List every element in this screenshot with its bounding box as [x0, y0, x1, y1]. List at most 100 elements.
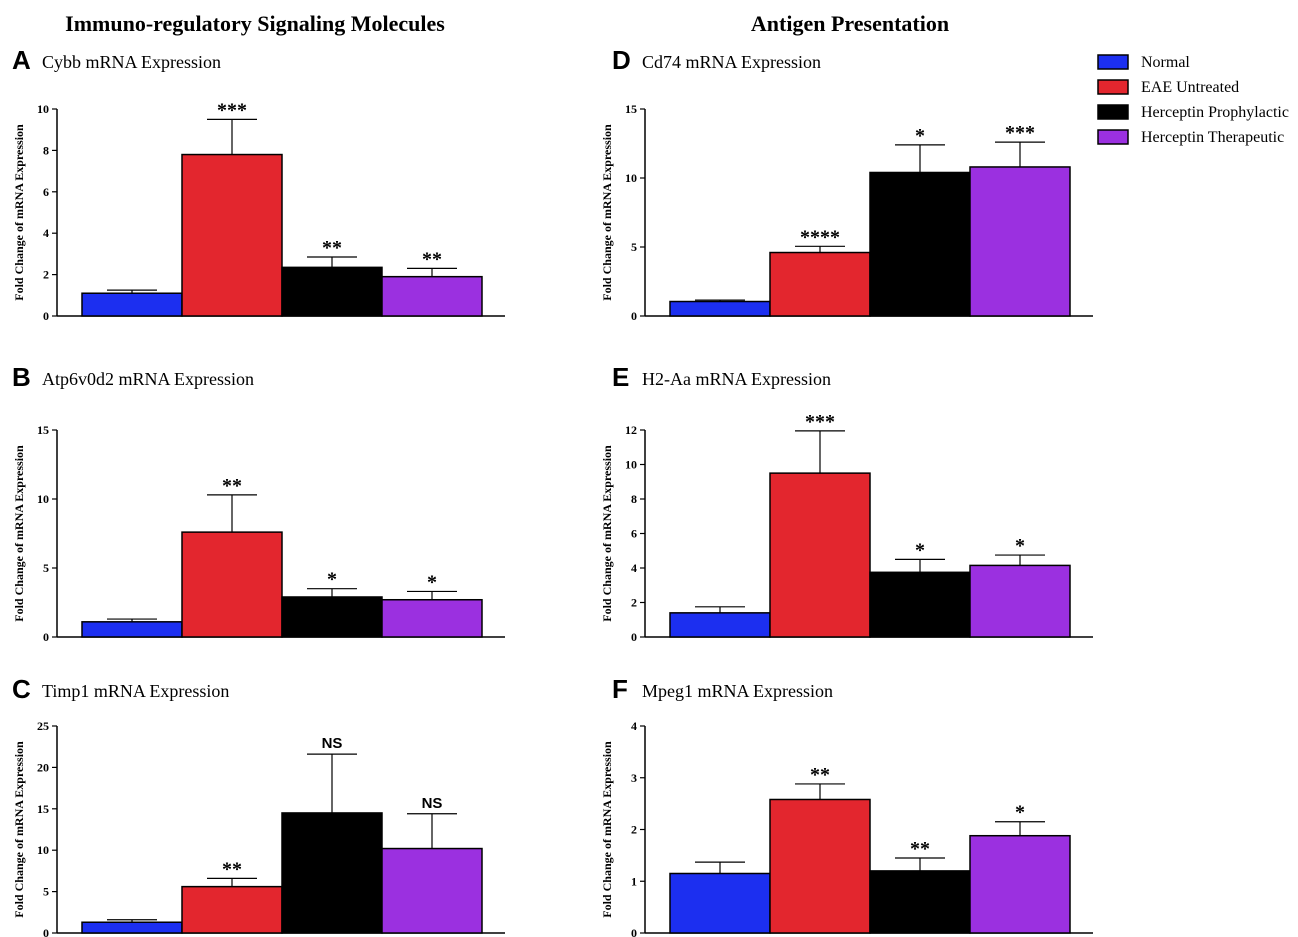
- bar: [669, 872, 771, 934]
- panel-c: C Timp1 mRNA Expression Fold Change of mRN…: [12, 674, 505, 937]
- bar: [969, 166, 1071, 317]
- y-tick-label: 0: [43, 926, 49, 937]
- y-tick-label: 5: [43, 561, 49, 575]
- y-tick-label: 8: [631, 492, 637, 506]
- panel-title: Mpeg1 mRNA Expression: [642, 681, 833, 701]
- section-title-right: Antigen Presentation: [751, 11, 949, 36]
- y-tick-label: 20: [37, 760, 49, 774]
- bar: [281, 266, 383, 317]
- bar: [181, 531, 283, 638]
- panel-letter: A: [12, 45, 31, 75]
- significance-label: ***: [805, 411, 835, 433]
- bar: [869, 171, 971, 317]
- y-tick-label: 4: [631, 561, 637, 575]
- y-tick-label: 10: [37, 102, 49, 116]
- significance-label: *: [427, 571, 437, 593]
- significance-label: **: [222, 475, 242, 497]
- y-tick-label: 1: [631, 874, 637, 888]
- y-tick-label: 15: [37, 802, 49, 816]
- y-tick-label: 10: [625, 458, 637, 472]
- panel-title: Cd74 mRNA Expression: [642, 52, 821, 72]
- y-tick-label: 8: [43, 143, 49, 157]
- bar: [381, 275, 483, 317]
- y-axis-label: Fold Change of mRNA Expression: [12, 124, 26, 301]
- y-axis-label: Fold Change of mRNA Expression: [600, 445, 614, 622]
- legend-item: Herceptin Prophylactic: [1097, 104, 1289, 121]
- bar: [281, 596, 383, 638]
- significance-label: NS: [422, 795, 443, 812]
- bar: [181, 885, 283, 934]
- panel-title: Cybb mRNA Expression: [42, 52, 221, 72]
- significance-label: **: [910, 838, 930, 860]
- bar: [181, 153, 283, 317]
- legend-swatch: [1097, 104, 1129, 120]
- y-tick-label: 2: [631, 823, 637, 837]
- bar: [969, 834, 1071, 934]
- y-axis-label: Fold Change of mRNA Expression: [600, 124, 614, 301]
- y-tick-label: 5: [43, 885, 49, 899]
- significance-label: ***: [217, 99, 247, 121]
- y-tick-label: 0: [43, 309, 49, 323]
- bar: [381, 598, 483, 638]
- panel-f: F Mpeg1 mRNA Expression Fold Change of mRN…: [600, 674, 1093, 937]
- bar: [769, 798, 871, 934]
- y-axis-label: Fold Change of mRNA Expression: [12, 741, 26, 918]
- panel-letter: E: [612, 362, 629, 392]
- significance-label: **: [322, 237, 342, 259]
- legend-item: Herceptin Therapeutic: [1097, 129, 1284, 146]
- y-tick-label: 0: [631, 309, 637, 323]
- panel-letter: C: [12, 674, 31, 704]
- significance-label: *: [915, 539, 925, 561]
- y-tick-label: 0: [43, 630, 49, 644]
- significance-label: **: [222, 858, 242, 880]
- bar: [281, 812, 383, 934]
- bar: [869, 571, 971, 638]
- y-tick-label: 10: [37, 843, 49, 857]
- y-tick-label: 10: [625, 171, 637, 185]
- significance-label: **: [810, 764, 830, 786]
- legend-label: Herceptin Prophylactic: [1141, 104, 1289, 121]
- legend-swatch: [1097, 79, 1129, 95]
- y-tick-label: 0: [631, 630, 637, 644]
- y-tick-label: 2: [43, 268, 49, 282]
- y-tick-label: 5: [631, 240, 637, 254]
- y-tick-label: 12: [625, 423, 637, 437]
- panel-a: A Cybb mRNA Expression Fold Change of mRNA…: [12, 45, 505, 323]
- bar: [669, 300, 771, 317]
- significance-label: **: [422, 248, 442, 270]
- legend-swatch: [1097, 54, 1129, 70]
- bar: [769, 251, 871, 317]
- significance-label: *: [915, 125, 925, 147]
- panel-e: E H2-Aa mRNA Expression Fold Change of mRN…: [600, 362, 1093, 644]
- significance-label: *: [1015, 802, 1025, 824]
- y-tick-label: 15: [625, 102, 637, 116]
- significance-label: *: [1015, 535, 1025, 557]
- legend-label: Normal: [1141, 54, 1190, 71]
- y-tick-label: 6: [631, 527, 637, 541]
- bar: [81, 921, 183, 934]
- legend-swatch: [1097, 129, 1129, 145]
- section-title-left: Immuno-regulatory Signaling Molecules: [65, 11, 445, 36]
- bar: [669, 612, 771, 638]
- panel-letter: D: [612, 45, 631, 75]
- y-tick-label: 2: [631, 596, 637, 610]
- y-tick-label: 10: [37, 492, 49, 506]
- panel-b: B Atp6v0d2 mRNA Expression Fold Change of …: [12, 362, 505, 644]
- y-tick-label: 3: [631, 771, 637, 785]
- legend-item: Normal: [1097, 54, 1190, 71]
- y-tick-label: 15: [37, 423, 49, 437]
- y-tick-label: 4: [631, 719, 637, 733]
- bar: [381, 847, 483, 934]
- significance-label: NS: [322, 735, 343, 752]
- y-tick-label: 25: [37, 719, 49, 733]
- panel-title: Timp1 mRNA Expression: [42, 681, 229, 701]
- legend-item: EAE Untreated: [1097, 79, 1239, 96]
- y-tick-label: 6: [43, 185, 49, 199]
- significance-label: ****: [800, 226, 840, 248]
- legend-label: EAE Untreated: [1141, 79, 1239, 96]
- bar: [969, 564, 1071, 638]
- panel-letter: B: [12, 362, 31, 392]
- panel-title: H2-Aa mRNA Expression: [642, 369, 831, 389]
- bar: [81, 621, 183, 638]
